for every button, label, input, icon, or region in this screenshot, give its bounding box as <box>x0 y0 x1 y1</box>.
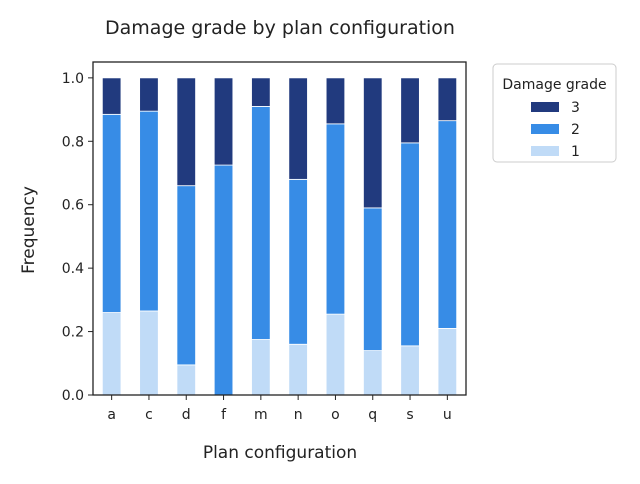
x-axis-label: Plan configuration <box>203 443 357 463</box>
legend-label-grade-1: 1 <box>571 144 580 160</box>
y-tick-label: 0.0 <box>62 388 84 404</box>
bar-m-grade-2 <box>251 106 271 340</box>
legend-swatch-grade-3 <box>531 102 559 112</box>
bar-q-grade-3 <box>363 77 383 209</box>
bar-a-grade-1 <box>101 312 122 396</box>
legend-swatch-grade-1 <box>531 146 559 156</box>
bar-s-grade-2 <box>400 142 420 347</box>
bar-d-grade-2 <box>176 185 196 366</box>
plot-frame <box>92 61 467 396</box>
x-tick-label: q <box>368 407 377 423</box>
bar-f-grade-3 <box>213 77 234 166</box>
y-tick-label: 1.0 <box>62 71 84 87</box>
bar-o-grade-2 <box>325 123 346 315</box>
chart-title: Damage grade by plan configuration <box>105 17 455 39</box>
x-tick-label: c <box>145 407 153 423</box>
bar-n-grade-3 <box>288 77 308 180</box>
bar-c-grade-1 <box>139 310 159 396</box>
legend-label-grade-3: 3 <box>571 100 580 116</box>
x-tick-label: a <box>107 407 116 423</box>
bar-d-grade-3 <box>176 77 196 187</box>
bar-q-grade-2 <box>363 207 383 352</box>
x-tick-label: f <box>221 407 227 423</box>
y-tick-label: 0.4 <box>62 261 84 277</box>
legend: Damage grade 3 2 1 <box>492 63 617 163</box>
y-tick-label: 0.8 <box>62 134 84 150</box>
legend-swatch-grade-2 <box>531 124 559 134</box>
x-tick-label: s <box>406 407 413 423</box>
bar-o-grade-1 <box>325 313 346 396</box>
bar-s-grade-1 <box>400 345 420 396</box>
y-axis-label: Frequency <box>19 186 39 274</box>
bar-m-grade-3 <box>251 77 271 107</box>
legend-title: Damage grade <box>502 77 606 93</box>
bar-f-grade-2 <box>213 164 234 396</box>
bar-c-grade-3 <box>139 77 159 112</box>
y-tick-label: 0.6 <box>62 198 84 214</box>
bar-a-grade-2 <box>101 113 122 313</box>
x-tick-label: d <box>182 407 191 423</box>
bar-m-grade-1 <box>251 339 271 396</box>
x-tick-label: m <box>254 407 268 423</box>
bar-n-grade-1 <box>288 343 308 396</box>
bar-q-grade-1 <box>363 350 383 396</box>
bar-d-grade-1 <box>176 364 196 396</box>
plot-area: a c d f m n o q s u 0.0 0.2 0.4 0.6 0.8 1.0 <box>62 61 467 423</box>
bar-u-grade-1 <box>437 327 458 396</box>
legend-label-grade-2: 2 <box>571 122 580 138</box>
bar-c-grade-2 <box>139 110 159 312</box>
bar-a-grade-3 <box>101 77 122 115</box>
x-tick-label: o <box>331 407 340 423</box>
legend-box <box>492 63 617 163</box>
y-tick-label: 0.2 <box>62 325 84 341</box>
bar-s-grade-3 <box>400 77 420 144</box>
bar-u-grade-3 <box>437 77 458 122</box>
x-tick-label: n <box>294 407 303 423</box>
bar-o-grade-3 <box>325 77 346 125</box>
bar-n-grade-2 <box>288 178 308 345</box>
bar-u-grade-2 <box>437 120 458 329</box>
x-tick-label: u <box>443 407 452 423</box>
